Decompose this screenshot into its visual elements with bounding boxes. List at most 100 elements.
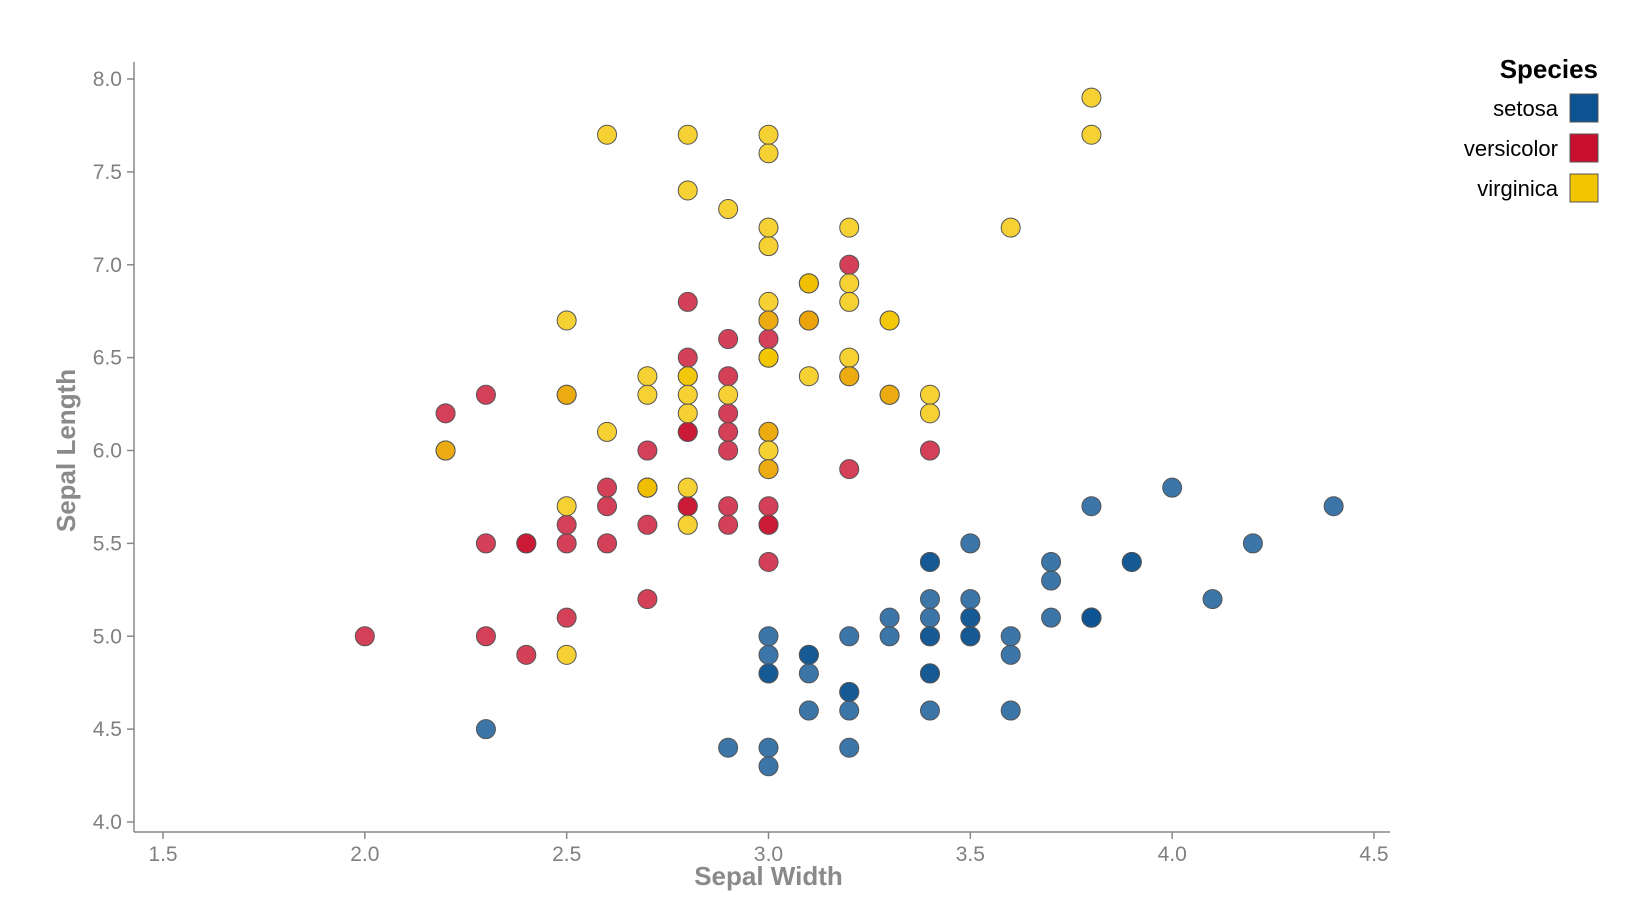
data-point-setosa xyxy=(758,663,779,684)
legend-title: Species xyxy=(1500,54,1598,84)
data-point-versicolor xyxy=(475,533,496,554)
data-point-versicolor xyxy=(637,440,658,461)
data-point-virginica xyxy=(839,347,860,368)
x-tick-label: 4.5 xyxy=(1359,843,1388,866)
data-point-virginica xyxy=(879,384,900,405)
data-point-setosa xyxy=(879,607,900,628)
data-point-setosa xyxy=(919,663,940,684)
data-point-setosa xyxy=(960,589,981,610)
data-point-virginica xyxy=(637,384,658,405)
data-point-setosa xyxy=(839,737,860,758)
data-point-virginica xyxy=(919,384,940,405)
data-point-setosa xyxy=(758,756,779,777)
data-point-versicolor xyxy=(919,440,940,461)
data-point-versicolor xyxy=(677,291,698,312)
x-tick-label: 1.5 xyxy=(148,843,177,866)
data-point-setosa xyxy=(475,719,496,740)
legend-swatch-setosa xyxy=(1569,93,1599,123)
data-point-versicolor xyxy=(597,496,618,517)
data-point-versicolor xyxy=(758,551,779,572)
data-point-setosa xyxy=(798,663,819,684)
data-point-setosa xyxy=(839,626,860,647)
data-point-virginica xyxy=(879,310,900,331)
x-axis-title: Sepal Width xyxy=(694,861,843,891)
data-point-versicolor xyxy=(758,514,779,535)
data-point-versicolor xyxy=(637,514,658,535)
data-point-virginica xyxy=(556,644,577,665)
y-tick-label: 7.0 xyxy=(93,254,122,277)
data-point-virginica xyxy=(758,217,779,238)
y-axis-title: Sepal Length xyxy=(51,369,81,532)
y-tick-label: 5.0 xyxy=(93,625,122,648)
data-point-virginica xyxy=(677,124,698,145)
data-point-versicolor xyxy=(677,347,698,368)
data-point-setosa xyxy=(960,533,981,554)
data-point-virginica xyxy=(677,366,698,387)
data-point-setosa xyxy=(758,737,779,758)
y-tick-label: 6.0 xyxy=(93,440,122,463)
data-point-virginica xyxy=(677,477,698,498)
data-point-setosa xyxy=(919,700,940,721)
data-point-setosa xyxy=(960,607,981,628)
data-point-setosa xyxy=(919,607,940,628)
data-point-virginica xyxy=(798,310,819,331)
legend-swatch-versicolor xyxy=(1569,133,1599,163)
data-point-versicolor xyxy=(718,514,739,535)
data-point-setosa xyxy=(1081,607,1102,628)
data-point-versicolor xyxy=(556,533,577,554)
data-point-virginica xyxy=(919,403,940,424)
data-point-setosa xyxy=(839,700,860,721)
data-point-setosa xyxy=(1000,700,1021,721)
data-point-setosa xyxy=(1121,551,1142,572)
data-point-virginica xyxy=(758,291,779,312)
y-tick-label: 8.0 xyxy=(93,68,122,91)
data-point-virginica xyxy=(435,440,456,461)
data-point-versicolor xyxy=(839,459,860,480)
data-point-virginica xyxy=(839,217,860,238)
data-point-versicolor xyxy=(718,403,739,424)
y-tick-label: 6.5 xyxy=(93,347,122,370)
y-axis-ticks: 4.0 4.5 5.0 5.5 6.0 6.5 7.0 7.5 8.0 xyxy=(93,68,134,834)
y-tick-label: 7.5 xyxy=(93,161,122,184)
data-point-versicolor xyxy=(435,403,456,424)
data-point-setosa xyxy=(798,700,819,721)
data-point-versicolor xyxy=(475,626,496,647)
x-tick-label: 4.0 xyxy=(1158,843,1187,866)
data-point-virginica xyxy=(758,310,779,331)
data-point-setosa xyxy=(960,626,981,647)
data-point-setosa xyxy=(1081,496,1102,517)
legend-label-versicolor: versicolor xyxy=(1464,136,1558,161)
data-point-virginica xyxy=(677,403,698,424)
data-point-setosa xyxy=(758,626,779,647)
data-point-virginica xyxy=(758,236,779,257)
data-point-virginica xyxy=(597,124,618,145)
data-point-virginica xyxy=(758,440,779,461)
data-point-setosa xyxy=(1041,570,1062,591)
data-point-virginica xyxy=(839,273,860,294)
data-point-versicolor xyxy=(677,496,698,517)
data-point-virginica xyxy=(718,199,739,220)
data-point-setosa xyxy=(1323,496,1344,517)
data-point-virginica xyxy=(758,459,779,480)
legend-label-setosa: setosa xyxy=(1493,96,1559,121)
data-point-versicolor xyxy=(516,644,537,665)
data-point-setosa xyxy=(718,737,739,758)
data-point-versicolor xyxy=(597,533,618,554)
data-point-versicolor xyxy=(758,496,779,517)
data-point-versicolor xyxy=(758,329,779,350)
data-point-virginica xyxy=(677,384,698,405)
data-point-setosa xyxy=(1041,607,1062,628)
data-point-virginica xyxy=(758,143,779,164)
data-point-versicolor xyxy=(839,254,860,275)
y-tick-label: 5.5 xyxy=(93,532,122,555)
data-point-virginica xyxy=(839,291,860,312)
data-point-virginica xyxy=(556,384,577,405)
x-tick-label: 3.5 xyxy=(956,843,985,866)
legend-swatch-virginica xyxy=(1569,173,1599,203)
data-point-setosa xyxy=(1000,644,1021,665)
data-point-virginica xyxy=(758,347,779,368)
data-point-setosa xyxy=(1162,477,1183,498)
data-point-setosa xyxy=(919,626,940,647)
data-point-setosa xyxy=(839,681,860,702)
